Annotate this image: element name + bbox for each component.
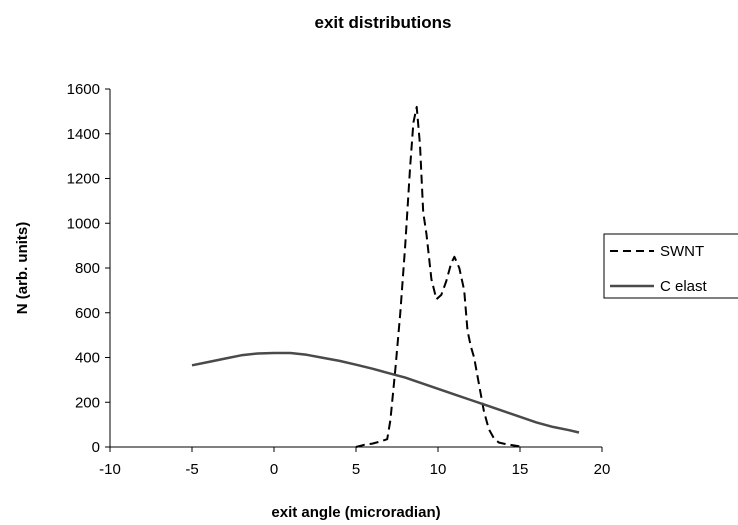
y-ticks: 0 200 400 600 800 1000 1200 1400 1600: [67, 81, 110, 456]
series-lines: [191, 105, 580, 448]
x-tick-label: 10: [430, 461, 447, 478]
x-ticks: -10 -5 0 5 10 15 20: [99, 447, 610, 478]
series-line-swnt: [355, 105, 524, 448]
x-tick-label: -5: [185, 461, 198, 478]
x-tick-label: 0: [270, 461, 278, 478]
y-tick-label: 1200: [67, 171, 100, 188]
legend: SWNT C elast: [603, 233, 738, 299]
x-tick-label: 15: [512, 461, 529, 478]
y-tick-label: 800: [75, 260, 100, 277]
legend-label-c-elast: C elast: [660, 278, 708, 295]
y-tick-label: 400: [75, 350, 100, 367]
y-tick-label: 200: [75, 394, 100, 411]
x-tick-label: -10: [99, 461, 121, 478]
series-line-c-elast: [191, 351, 580, 434]
x-tick-label: 5: [352, 461, 360, 478]
y-tick-label: 600: [75, 305, 100, 322]
legend-label-swnt: SWNT: [660, 243, 704, 260]
x-axis-label: exit angle (microradian): [271, 504, 440, 521]
chart-title: exit distributions: [315, 13, 452, 32]
y-tick-label: 1000: [67, 215, 100, 232]
y-tick-label: 1600: [67, 81, 100, 98]
y-tick-label: 1400: [67, 126, 100, 143]
y-tick-label: 0: [92, 439, 100, 456]
legend-box: [603, 233, 738, 299]
plot-area: 0 200 400 600 800 1000 1200 1400 1600 -10 -5 0 5 10 1…: [67, 81, 611, 478]
x-tick-label: 20: [594, 461, 611, 478]
y-axis-label: N (arb. units): [14, 222, 31, 315]
